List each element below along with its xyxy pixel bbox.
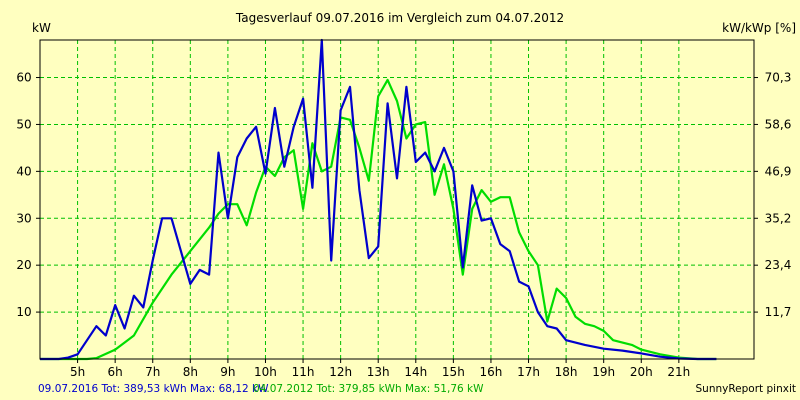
y-tick-label-left: 50 <box>16 117 31 131</box>
y-tick-label-left: 30 <box>16 211 31 225</box>
y-tick-label-right: 58,6 <box>765 117 792 131</box>
y-tick-label-left: 60 <box>16 71 31 85</box>
x-tick-label: 19h <box>592 365 615 379</box>
x-axis: 5h 6h 7h 8h 9h 10h 11h 12h 13h 14h 15h 16h 17h 18h 19h… <box>70 359 690 379</box>
x-tick-label: 18h <box>555 365 578 379</box>
y-tick-label-right: 11,7 <box>765 305 792 319</box>
series-line-1 <box>40 38 717 361</box>
plot-frame <box>39 39 755 360</box>
series-line-2 <box>40 78 717 361</box>
x-tick-label: 12h <box>329 365 352 379</box>
y-tick-label-left: 40 <box>16 164 31 178</box>
legend-series-2: 04.07.2012 Tot: 379,85 kWh Max: 51,76 kW <box>253 383 484 395</box>
x-tick-label: 7h <box>145 365 160 379</box>
chart-title: Tagesverlauf 09.07.2016 im Vergleich zum… <box>235 11 564 25</box>
y-tick-label-right: 23,4 <box>765 258 792 272</box>
x-tick-label: 21h <box>667 365 690 379</box>
x-tick-label: 13h <box>367 365 390 379</box>
y-tick-label-right: 70,3 <box>765 71 792 85</box>
x-tick-label: 5h <box>70 365 85 379</box>
x-tick-label: 6h <box>108 365 123 379</box>
plot-area <box>40 40 754 359</box>
x-tick-label: 10h <box>254 365 277 379</box>
y-tick-label-right: 46,9 <box>765 164 792 178</box>
x-tick-label: 15h <box>442 365 465 379</box>
x-tick-label: 20h <box>630 365 653 379</box>
y-axis-right: 11,7 23,4 35,2 46,9 58,6 70,3 <box>754 71 792 319</box>
legend-series-1: 09.07.2016 Tot: 389,53 kWh Max: 68,12 kW <box>38 383 269 395</box>
y-axis-left-label: kW <box>32 21 51 35</box>
grid <box>40 40 754 359</box>
x-tick-label: 11h <box>292 365 315 379</box>
y-tick-label-left: 10 <box>16 305 31 319</box>
x-tick-label: 14h <box>404 365 427 379</box>
x-tick-label: 8h <box>183 365 198 379</box>
y-axis-left: 10 20 30 40 50 60 <box>16 71 40 319</box>
watermark: SunnyReport pinxit <box>696 383 796 395</box>
series-lines <box>40 38 717 361</box>
x-tick-label: 9h <box>220 365 235 379</box>
y-axis-right-label: kW/kWp [%] <box>722 21 796 35</box>
y-tick-label-right: 35,2 <box>765 211 792 225</box>
x-tick-label: 16h <box>480 365 503 379</box>
x-tick-label: 17h <box>517 365 540 379</box>
y-tick-label-left: 20 <box>16 258 31 272</box>
